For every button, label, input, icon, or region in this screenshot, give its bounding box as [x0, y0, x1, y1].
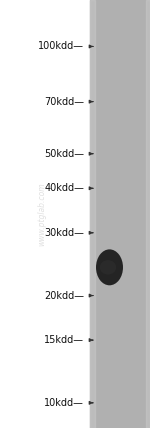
- Bar: [90, 0, 150, 428]
- Text: 30kdd—: 30kdd—: [44, 228, 84, 238]
- Text: 50kdd—: 50kdd—: [44, 149, 84, 159]
- Text: 15kdd—: 15kdd—: [44, 335, 84, 345]
- Text: 100kdd—: 100kdd—: [38, 42, 84, 51]
- Text: www.ptglab.com: www.ptglab.com: [38, 182, 46, 246]
- Text: 70kdd—: 70kdd—: [44, 97, 84, 107]
- Text: 40kdd—: 40kdd—: [44, 183, 84, 193]
- Bar: [146, 0, 150, 428]
- Text: 20kdd—: 20kdd—: [44, 291, 84, 300]
- Bar: [90, 0, 94, 428]
- Ellipse shape: [100, 260, 116, 274]
- Ellipse shape: [96, 250, 123, 285]
- Text: 10kdd—: 10kdd—: [44, 398, 84, 408]
